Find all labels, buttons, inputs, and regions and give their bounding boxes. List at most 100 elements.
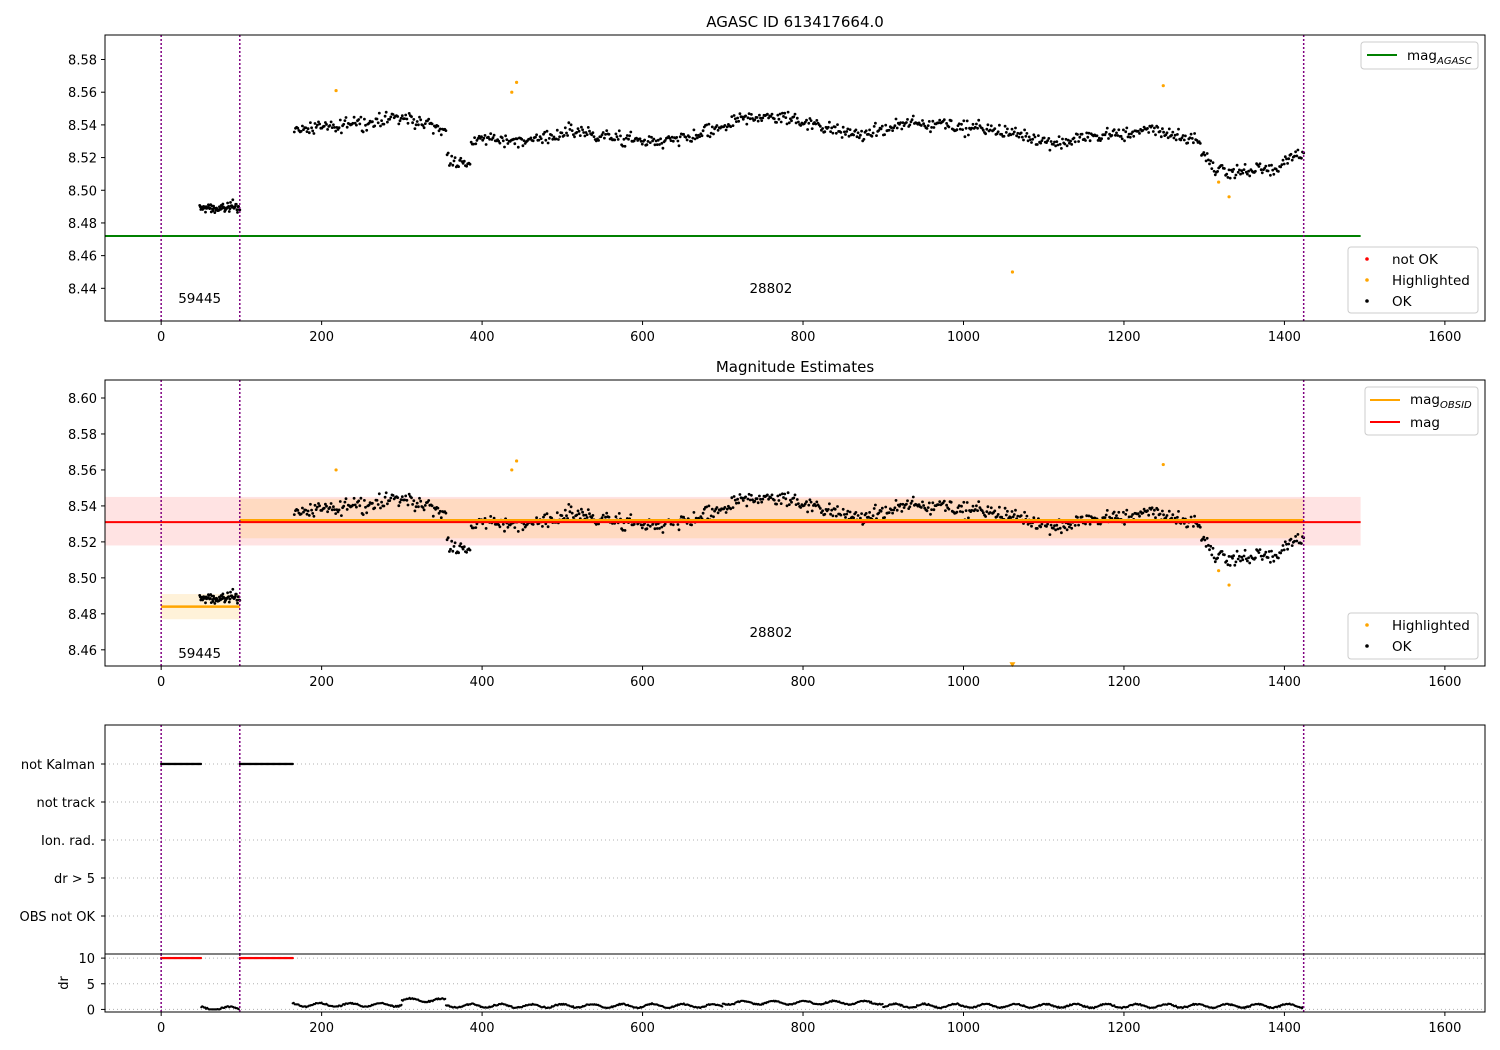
ok-point xyxy=(335,508,339,511)
ok-point xyxy=(364,123,367,127)
ok-point xyxy=(895,508,899,512)
ok-point xyxy=(676,523,680,526)
ok-point xyxy=(1031,137,1035,141)
ok-point xyxy=(405,498,409,502)
ok-point xyxy=(329,120,333,124)
highlighted-point xyxy=(510,90,514,94)
ok-point xyxy=(790,119,793,123)
ok-point xyxy=(1271,555,1275,558)
ok-point xyxy=(1126,135,1130,139)
ok-point xyxy=(604,515,607,519)
ok-point xyxy=(1065,144,1069,148)
ok-point xyxy=(732,495,736,498)
ok-point xyxy=(623,529,627,532)
ok-point xyxy=(1161,509,1164,513)
ok-point xyxy=(759,116,762,120)
ok-point xyxy=(1192,141,1195,145)
ok-point xyxy=(1216,556,1219,560)
ok-point xyxy=(906,118,909,121)
ok-point xyxy=(643,138,646,142)
ok-point xyxy=(1239,172,1242,176)
ok-point xyxy=(397,504,401,508)
ok-point xyxy=(534,135,537,139)
ok-point xyxy=(227,210,231,213)
panel-agasc-title: AGASC ID 613417664.0 xyxy=(706,13,884,31)
ok-point xyxy=(691,136,695,140)
highlighted-point xyxy=(1217,180,1221,184)
p4-xtick-label: 1000 xyxy=(947,1021,980,1036)
legend-marker-not-ok xyxy=(1365,257,1369,261)
ok-point xyxy=(830,126,834,130)
ok-point xyxy=(1294,535,1297,538)
ok-point xyxy=(1124,512,1128,516)
ok-point xyxy=(213,211,217,215)
ok-point xyxy=(1204,159,1208,163)
ok-point xyxy=(542,515,545,519)
ok-point xyxy=(1296,148,1300,152)
p1-xtick-label: 800 xyxy=(791,330,816,345)
ok-point xyxy=(1068,525,1071,529)
ok-point xyxy=(1260,558,1264,561)
ok-point xyxy=(391,494,395,497)
ok-point xyxy=(1170,133,1173,137)
ok-point xyxy=(852,133,855,137)
ok-point xyxy=(302,510,305,514)
ok-point xyxy=(805,500,808,504)
ok-point xyxy=(330,126,334,129)
ok-point xyxy=(929,512,932,516)
ok-point xyxy=(503,145,506,149)
ok-point xyxy=(632,139,636,143)
ok-point xyxy=(417,123,420,127)
p2-xtick-label: 600 xyxy=(630,675,655,690)
ok-point xyxy=(977,118,981,122)
dr-ytick-label: 0 xyxy=(87,1003,95,1018)
legend-marker-highlighted xyxy=(1365,278,1369,282)
ok-point xyxy=(1039,525,1043,529)
ok-point xyxy=(1080,515,1084,519)
ok-point xyxy=(594,139,598,143)
ok-point xyxy=(211,209,215,213)
ok-point xyxy=(1029,138,1032,142)
ok-point xyxy=(581,510,584,514)
ok-point xyxy=(1212,556,1216,560)
ok-point xyxy=(831,131,835,135)
ok-point xyxy=(1003,506,1007,510)
ok-point xyxy=(1151,130,1155,133)
ok-point xyxy=(1110,134,1114,137)
ok-point xyxy=(337,126,341,130)
ok-point xyxy=(701,129,705,133)
ok-point xyxy=(729,507,733,511)
ok-point xyxy=(1225,559,1229,563)
ok-point xyxy=(995,515,999,518)
ok-point xyxy=(770,493,774,497)
ok-point xyxy=(389,115,393,119)
ok-point xyxy=(539,137,543,141)
ok-point xyxy=(826,508,830,511)
p1-ytick-label: 8.52 xyxy=(68,152,97,167)
ok-point xyxy=(1182,138,1186,142)
ok-point xyxy=(922,122,925,126)
ok-point xyxy=(364,505,367,509)
ok-point xyxy=(1216,170,1219,173)
ok-point xyxy=(1234,173,1238,177)
ok-point xyxy=(1280,163,1284,167)
ok-point xyxy=(482,136,486,140)
ok-point xyxy=(887,128,891,132)
ok-point xyxy=(1076,516,1079,519)
ok-point xyxy=(977,500,981,503)
flag-point xyxy=(199,762,203,766)
ok-point xyxy=(632,522,636,526)
ok-point xyxy=(600,516,604,520)
ok-point xyxy=(474,142,478,146)
p2-ytick-label: 8.50 xyxy=(68,572,97,587)
ok-point xyxy=(1247,169,1250,173)
ok-point xyxy=(736,497,739,501)
ok-point xyxy=(755,497,759,501)
ok-point xyxy=(1011,132,1015,136)
ok-point xyxy=(296,508,300,512)
ok-point xyxy=(1122,510,1125,514)
ok-point xyxy=(459,156,463,160)
ok-point xyxy=(334,129,338,133)
ok-point xyxy=(421,506,425,509)
ok-point xyxy=(872,125,876,128)
